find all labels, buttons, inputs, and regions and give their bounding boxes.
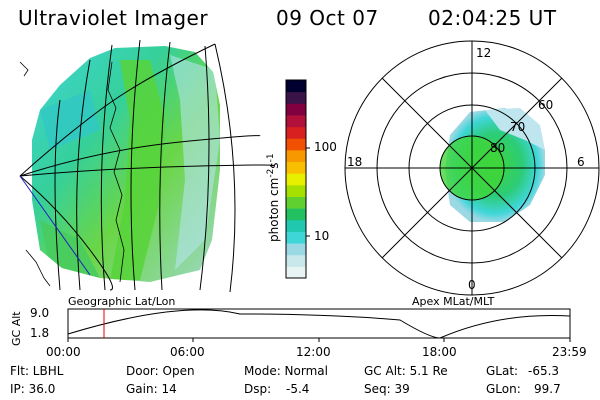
gain-info: Gain: 14	[126, 382, 177, 396]
gc-alt-axis-label: GC Alt	[10, 311, 23, 346]
lat-label-80: 80	[490, 141, 506, 155]
altitude-timeline	[67, 308, 571, 342]
colorbar-segment	[286, 243, 306, 256]
colorbar-segment	[286, 91, 306, 104]
door-info: Door: Open	[126, 364, 195, 378]
time-label: 02:04:25 UT	[428, 6, 557, 30]
mlt-label-12: 12	[476, 46, 492, 60]
colorbar-segment	[286, 196, 306, 209]
glat-value: -65.3	[528, 364, 560, 378]
colorbar-segment	[286, 173, 306, 186]
colorbar	[285, 79, 310, 279]
filter-info: Flt: LBHL	[10, 364, 64, 378]
colorbar-segment	[286, 254, 306, 267]
colorbar-segment	[286, 208, 306, 221]
lat-label-70: 70	[510, 120, 526, 134]
geographic-label: Geographic Lat/Lon	[68, 295, 176, 308]
x-tick-2359: 23:59	[552, 345, 587, 359]
colorbar-segment	[286, 80, 306, 93]
colorbar-segment	[286, 184, 306, 197]
colorbar-segment	[286, 149, 306, 163]
colorbar-segment	[286, 161, 306, 174]
dsp-label: Dsp:	[244, 382, 272, 396]
mlt-label-18: 18	[347, 155, 363, 169]
x-tick-1800: 18:00	[422, 345, 457, 359]
gc-alt-info: GC Alt: 5.1 Re	[364, 364, 448, 378]
ip-info: IP: 36.0	[10, 382, 56, 396]
colorbar-segment	[286, 266, 306, 279]
colorbar-unit-label: photon cm-2s-1	[266, 153, 281, 242]
x-tick-1200: 12:00	[296, 345, 331, 359]
instrument-title: Ultraviolet Imager	[18, 6, 209, 30]
y-tick-9: 9.0	[30, 306, 50, 320]
colorbar-segment	[286, 126, 306, 139]
y-tick-1-8: 1.8	[30, 326, 50, 340]
colorbar-segment	[286, 219, 306, 232]
lat-label-60: 60	[538, 98, 554, 112]
polar-plot	[344, 40, 600, 296]
glat-label: GLat:	[486, 364, 519, 378]
x-tick-0000: 00:00	[46, 345, 81, 359]
geographic-image	[19, 39, 275, 293]
mode-info: Mode: Normal	[244, 364, 328, 378]
glon-value: 99.7	[534, 382, 561, 396]
colorbar-segment	[286, 138, 306, 151]
mlt-label-0: 0	[468, 278, 476, 292]
colorbar-frame	[285, 79, 307, 279]
mlt-label-6: 6	[577, 155, 585, 169]
glon-label: GLon:	[486, 382, 521, 396]
colorbar-tick-10: 10	[314, 229, 330, 243]
x-tick-0600: 06:00	[170, 345, 205, 359]
dsp-value: -5.4	[286, 382, 310, 396]
date-label: 09 Oct 07	[276, 6, 379, 30]
apex-label: Apex MLat/MLT	[412, 295, 495, 308]
colorbar-tick-100: 100	[314, 140, 337, 154]
colorbar-segment	[286, 114, 306, 128]
seq-info: Seq: 39	[364, 382, 410, 396]
colorbar-segment	[286, 103, 306, 116]
colorbar-segment	[286, 231, 306, 244]
